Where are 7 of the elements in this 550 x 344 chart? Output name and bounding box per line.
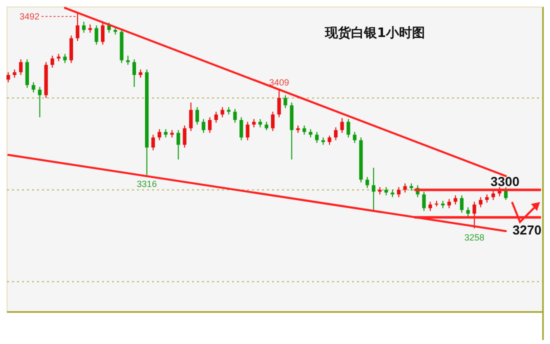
annotation: 3316: [136, 179, 157, 190]
ref-line-label: 3300: [490, 174, 520, 189]
annotation: 3492: [20, 11, 40, 22]
text: 现货白银1小时图: [324, 25, 426, 41]
annotation: 3258: [464, 232, 484, 242]
annotation: 3409: [269, 78, 290, 88]
legend-label: 3270: [512, 222, 542, 238]
